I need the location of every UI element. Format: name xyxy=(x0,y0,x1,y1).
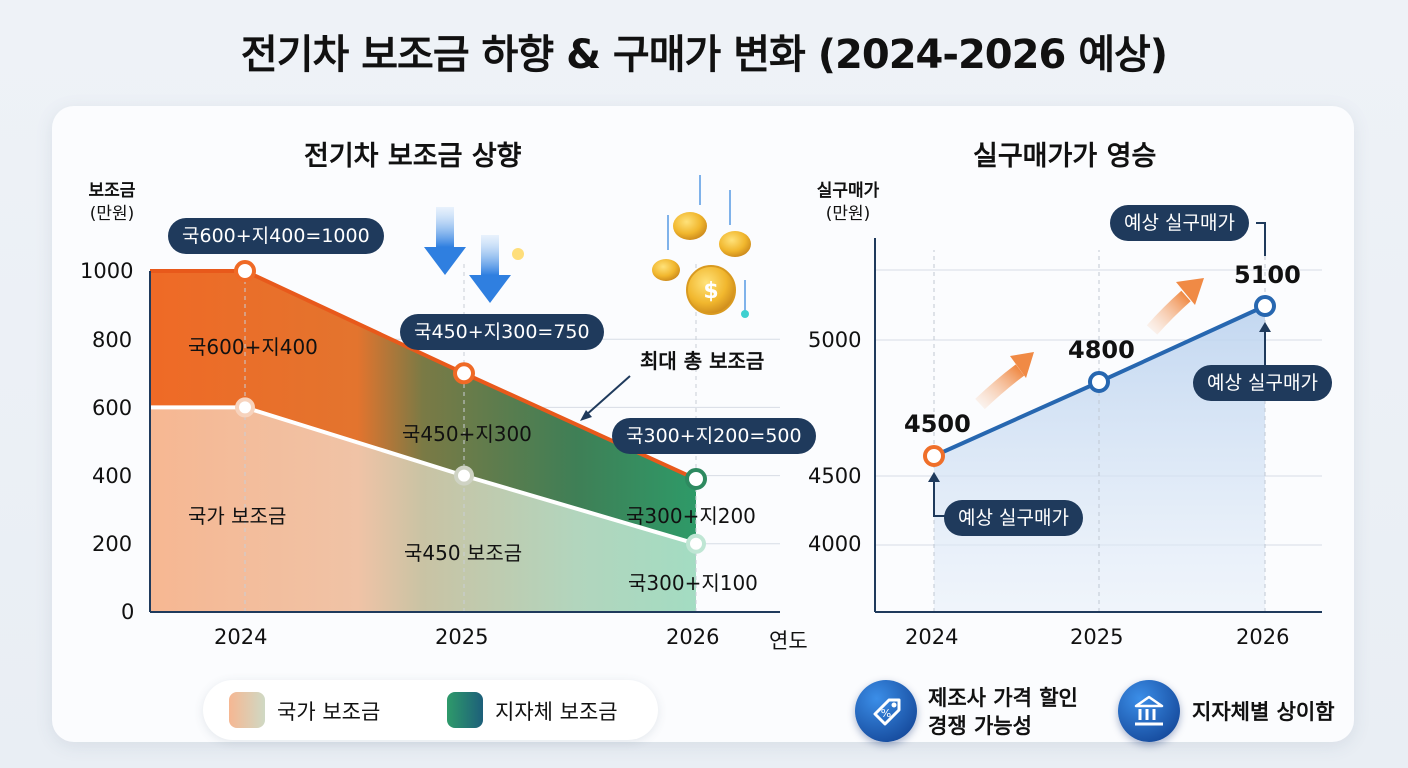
right-y-tick: 5000 xyxy=(808,328,862,352)
right-y-axis-label: 실구매가 (만원) xyxy=(804,180,892,226)
data-point-national xyxy=(235,397,255,418)
data-point-local xyxy=(685,468,707,491)
series-area-local xyxy=(150,271,696,544)
svg-text:$: $ xyxy=(703,279,718,304)
left-y-axis-unit: (만원) xyxy=(89,204,135,224)
down-arrow-icon xyxy=(424,207,524,303)
series-line-national xyxy=(150,405,697,546)
national-label: 국가 보조금 xyxy=(188,504,287,528)
legend-swatch-national xyxy=(229,692,265,728)
data-point-national xyxy=(454,465,474,486)
price-callout: 예상 실구매가 xyxy=(1193,365,1332,401)
left-x-tick: 2026 xyxy=(666,625,720,649)
left-y-axis-title: 보조금 xyxy=(88,181,136,201)
left-x-tick: 2024 xyxy=(214,625,268,649)
series-area-national xyxy=(150,407,696,612)
subsidy-area-chart xyxy=(149,260,780,613)
left-y-tick: 200 xyxy=(92,532,133,556)
value-label: 4500 xyxy=(904,410,971,438)
left-x-axis-label: 연도 xyxy=(769,629,808,653)
legend-label: 국가 보조금 xyxy=(277,700,381,724)
data-point-price xyxy=(1254,295,1276,317)
right-x-tick: 2026 xyxy=(1236,625,1290,649)
data-point-price xyxy=(923,445,945,467)
svg-text:%: % xyxy=(881,707,891,720)
max-total-pointer xyxy=(580,375,631,421)
right-y-axis-unit: (만원) xyxy=(825,204,871,224)
left-y-axis-label: 보조금 (만원) xyxy=(80,180,144,226)
right-y-axis-title: 실구매가 xyxy=(816,181,880,201)
left-y-tick: 400 xyxy=(92,464,133,488)
right-x-tick: 2024 xyxy=(905,625,959,649)
band-label: 국300+지200 xyxy=(626,504,756,528)
data-point-local xyxy=(234,260,256,282)
up-arrow-icon xyxy=(975,278,1204,410)
feature-line: 경쟁 가능성 xyxy=(928,714,1032,738)
max-total-label: 최대 총 보조금 xyxy=(640,349,765,373)
left-x-tick: 2025 xyxy=(435,625,489,649)
data-point-local xyxy=(453,362,475,385)
legend-swatch-local xyxy=(447,692,483,728)
band-label: 국450+지300 xyxy=(402,422,532,446)
legend: 국가 보조금 지자체 보조금 xyxy=(203,680,658,740)
right-chart-title: 실구매가가 영승 xyxy=(973,141,1157,172)
left-y-tick: 0 xyxy=(121,600,135,624)
page-title: 전기차 보조금 하향 & 구매가 변화 (2024-2026 예상) xyxy=(240,32,1168,78)
feature-line: 제조사 가격 할인 xyxy=(928,686,1078,710)
value-label: 5100 xyxy=(1234,261,1301,289)
total-label: 국600+지400=1000 xyxy=(168,218,384,254)
price-tag-icon: % xyxy=(855,680,917,742)
data-point-national xyxy=(686,533,706,554)
coins-icon: $ xyxy=(652,175,751,318)
left-y-tick: 800 xyxy=(92,328,133,352)
data-point-price xyxy=(1088,371,1110,393)
left-y-tick: 600 xyxy=(92,396,133,420)
value-label: 4800 xyxy=(1068,336,1135,364)
feature-note-local: 지자체별 상이함 xyxy=(1192,700,1335,724)
total-label: 국300+지200=500 xyxy=(612,418,816,454)
right-y-tick: 4000 xyxy=(808,532,862,556)
right-x-tick: 2025 xyxy=(1070,625,1124,649)
total-label: 국450+지300=750 xyxy=(400,314,604,350)
national-label: 국300+지100 xyxy=(628,571,758,595)
legend-label: 지자체 보조금 xyxy=(495,700,618,724)
left-chart-title: 전기차 보조금 상향 xyxy=(304,141,522,172)
national-label: 국450 보조금 xyxy=(404,541,523,565)
price-callout: 예상 실구매가 xyxy=(1110,205,1249,241)
price-callout: 예상 실구매가 xyxy=(944,500,1083,536)
feature-note-discount: 제조사 가격 할인 경쟁 가능성 xyxy=(928,684,1078,740)
band-label: 국600+지400 xyxy=(188,335,318,359)
right-y-tick: 4500 xyxy=(808,464,862,488)
left-y-tick: 1000 xyxy=(80,259,134,283)
government-building-icon xyxy=(1118,680,1180,742)
